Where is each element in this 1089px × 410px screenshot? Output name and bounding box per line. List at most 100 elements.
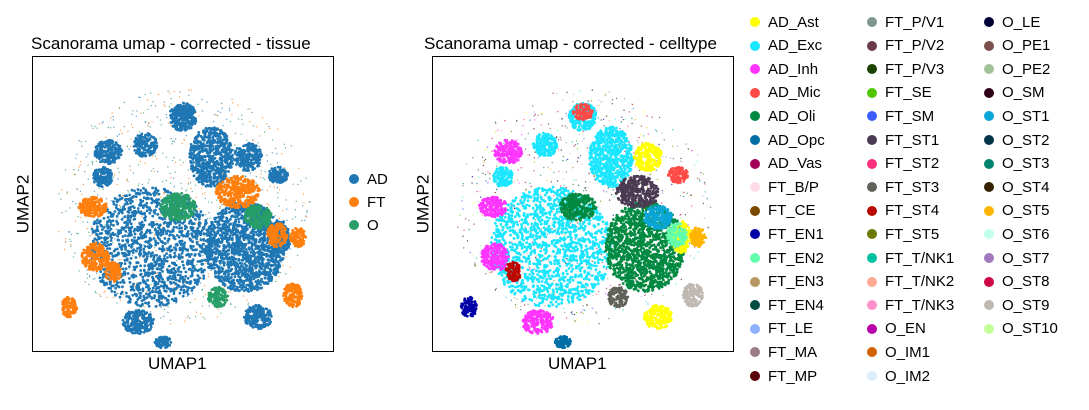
- cluster-celltype-23: [689, 226, 708, 249]
- legend-label: FT_T/NK3: [885, 296, 955, 314]
- cluster-tissue-23: [288, 227, 308, 248]
- legend-entry-ad-ast: AD_Ast: [750, 11, 819, 33]
- legend-label: O_IM1: [885, 343, 931, 361]
- legend-label: FT_MP: [768, 367, 818, 385]
- legend-entry-o-st9: O_ST9: [984, 294, 1050, 316]
- legend-entry-ad-vas: AD_Vas: [750, 153, 822, 175]
- legend-marker: [750, 87, 760, 98]
- legend-entry-ft-se: FT_SE: [867, 82, 932, 104]
- legend-label: AD_Oli: [768, 107, 816, 125]
- legend-label: AD_Vas: [768, 155, 822, 173]
- cluster-celltype-20: [504, 260, 522, 283]
- tissue-y-axis-label: UMAP2: [13, 174, 33, 234]
- legend-entry-o-st2: O_ST2: [984, 129, 1050, 151]
- legend-label: O_SM: [1002, 84, 1045, 102]
- tissue-scatter-plot: [32, 56, 334, 352]
- legend-marker: [984, 40, 994, 51]
- legend-marker: [750, 64, 760, 75]
- legend-label: AD_Mic: [768, 84, 821, 102]
- cluster-celltype-9: [559, 192, 598, 222]
- legend-marker: [867, 253, 877, 263]
- legend-label: O_LE: [1002, 13, 1041, 31]
- legend-label: FT_ST3: [885, 178, 940, 196]
- cluster-celltype-1: [604, 201, 687, 293]
- legend-entry-o-st7: O_ST7: [984, 247, 1050, 269]
- legend-marker: [984, 253, 994, 263]
- cluster-tissue-22: [268, 165, 290, 184]
- cluster-celltype-17: [553, 335, 572, 350]
- legend-marker: [349, 220, 359, 230]
- legend-label: FT_EN3: [768, 273, 824, 291]
- legend-entry-ad: AD: [349, 168, 388, 190]
- legend-label: O_ST5: [1002, 202, 1050, 220]
- legend-marker: [984, 300, 994, 311]
- legend-label: AD_Opc: [768, 131, 825, 149]
- cluster-tissue-20: [103, 260, 122, 283]
- legend-label: O_ST3: [1002, 155, 1050, 173]
- legend-entry-o-st5: O_ST5: [984, 200, 1050, 222]
- cluster-celltype-0: [490, 185, 614, 308]
- cluster-tissue-13: [80, 241, 111, 273]
- legend-entry-ft-p-v2: FT_P/V2: [867, 35, 944, 57]
- legend-label: FT_ST4: [885, 202, 940, 220]
- legend-label: O_ST9: [1002, 296, 1050, 314]
- legend-entry-ft-st1: FT_ST1: [867, 129, 939, 151]
- legend-label: O_ST6: [1002, 225, 1050, 243]
- cluster-celltype-14: [666, 222, 688, 249]
- legend-entry-o-pe2: O_PE2: [984, 58, 1050, 80]
- legend-label: FT_ST2: [885, 155, 940, 173]
- tissue-scatter-canvas: [57, 89, 311, 350]
- legend-marker: [750, 347, 760, 358]
- legend-entry-o-im2: O_IM2: [867, 365, 930, 387]
- legend-label: O_ST2: [1002, 131, 1050, 149]
- legend-label: AD: [367, 170, 388, 188]
- legend-entry-ft-le: FT_LE: [750, 318, 813, 340]
- legend-marker: [867, 135, 877, 145]
- legend-marker: [867, 205, 877, 216]
- legend-label: O_ST10: [1002, 320, 1058, 338]
- cluster-celltype-16: [521, 309, 555, 335]
- legend-marker: [750, 182, 760, 193]
- legend-entry-o-sm: O_SM: [984, 82, 1045, 104]
- legend-marker: [867, 87, 877, 98]
- cluster-celltype-4: [493, 138, 524, 165]
- legend-marker: [750, 371, 760, 381]
- legend-entry-ft-p-v3: FT_P/V3: [867, 58, 944, 80]
- celltype-y-axis-label: UMAP2: [413, 174, 433, 234]
- cluster-tissue-4: [93, 138, 124, 166]
- legend-entry-ft-t-nk1: FT_T/NK1: [867, 247, 954, 269]
- legend-label: FT_T/NK2: [885, 273, 955, 291]
- cluster-tissue-8: [214, 174, 261, 210]
- legend-marker: [750, 17, 760, 27]
- cluster-tissue-15: [242, 303, 273, 331]
- legend-entry-ft-p-v1: FT_P/V1: [867, 11, 944, 33]
- legend-entry-o-le: O_LE: [984, 11, 1040, 33]
- legend-marker: [750, 135, 760, 145]
- cluster-tissue-10: [243, 203, 273, 230]
- cluster-tissue-2: [188, 126, 234, 188]
- legend-marker: [750, 40, 760, 51]
- legend-label: O_IM2: [885, 367, 931, 385]
- legend-label: O: [367, 216, 379, 234]
- legend-entry-ft-ce: FT_CE: [750, 200, 816, 222]
- cluster-tissue-12: [77, 195, 108, 218]
- legend-marker: [867, 158, 877, 169]
- legend-label: FT_CE: [768, 202, 816, 220]
- cluster-celltype-19: [459, 295, 478, 318]
- legend-label: O_ST4: [1002, 178, 1050, 196]
- cluster-tissue-16: [121, 308, 155, 335]
- legend-marker: [867, 64, 877, 75]
- legend-marker: [349, 174, 359, 184]
- legend-entry-ft-en2: FT_EN2: [750, 247, 824, 269]
- legend-entry-o-pe1: O_PE1: [984, 35, 1050, 57]
- cluster-celltype-22: [666, 165, 689, 185]
- legend-label: FT_P/V3: [885, 60, 945, 78]
- legend-entry-ft-st3: FT_ST3: [867, 176, 939, 198]
- legend-label: AD_Inh: [768, 60, 819, 78]
- celltype-scatter-canvas: [454, 89, 712, 350]
- cluster-tissue-21: [206, 285, 230, 309]
- legend-entry-ft-en4: FT_EN4: [750, 294, 824, 316]
- legend-marker: [349, 197, 359, 207]
- cluster-tissue-24: [171, 103, 195, 121]
- cluster-celltype-13: [480, 242, 510, 272]
